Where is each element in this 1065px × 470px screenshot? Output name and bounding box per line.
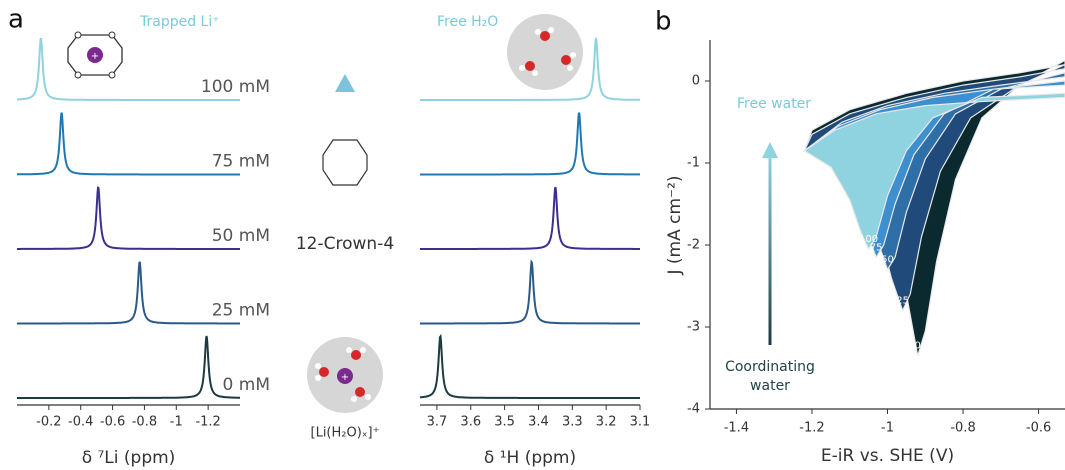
spectrum — [17, 37, 240, 101]
annotation: Trapped Li⁺ — [139, 14, 220, 30]
arrow-head — [762, 142, 778, 158]
spectrum — [17, 186, 240, 250]
crown-icon — [322, 139, 368, 186]
x-tick-label: 3.2 — [596, 415, 617, 430]
icon-bg — [300, 130, 390, 200]
annotation: water — [750, 378, 790, 394]
y-tick-label: 0 — [692, 74, 700, 89]
arrow — [768, 155, 772, 345]
x-tick-label: 3.7 — [427, 415, 448, 430]
spectrum — [420, 112, 640, 176]
arrow-head — [335, 74, 355, 92]
y-tick-label: -2 — [687, 238, 700, 253]
x-tick-label: 3.3 — [562, 415, 583, 430]
area — [803, 92, 1065, 251]
crown-icon: + — [61, 21, 129, 89]
series-label: 100 — [859, 234, 878, 245]
x-tick-label: -1 — [170, 415, 183, 430]
annotation: [Li(H₂O)ₓ]⁺ — [311, 426, 380, 441]
series-label: 75 — [870, 242, 883, 253]
spectrum — [419, 333, 640, 399]
series-label: 75 mM — [212, 152, 270, 172]
x-tick-label: -0.2 — [36, 415, 61, 430]
y-tick-label: -3 — [687, 320, 700, 335]
annotation: Free water — [737, 96, 811, 112]
y-axis-label: J (mA cm⁻²) — [665, 176, 685, 276]
spectrum — [420, 186, 640, 250]
x-tick-label: -1.4 — [724, 421, 749, 436]
y-tick-label: -1 — [687, 156, 700, 171]
x-tick-label: -0.8 — [950, 421, 975, 436]
panel-label: a — [8, 5, 24, 35]
x-tick-label: -1.2 — [799, 421, 824, 436]
spectrum — [17, 335, 240, 399]
x-tick-label: -0.4 — [68, 415, 93, 430]
annotation: Free H₂O — [437, 14, 498, 30]
x-tick-label: 3.4 — [528, 415, 549, 430]
series-label: 50 — [881, 255, 894, 266]
x-tick-label: -0.8 — [132, 415, 157, 430]
annotation: 12-Crown-4 — [296, 234, 394, 254]
x-axis-label: δ ⁷Li (ppm) — [82, 448, 176, 468]
x-tick-label: -1.2 — [195, 415, 220, 430]
spectrum — [17, 112, 240, 176]
li-water-icon: + — [307, 337, 383, 413]
series-label: 0 mM — [223, 375, 270, 395]
spectrum — [420, 37, 640, 101]
svg-text:+: + — [341, 372, 349, 383]
y-tick-label: -4 — [687, 402, 700, 417]
spectrum — [420, 259, 640, 325]
series-label: 25 mM — [212, 301, 270, 321]
series-label: 25 — [896, 296, 909, 307]
x-tick-label: 3.5 — [494, 415, 515, 430]
x-tick-label: 3.1 — [630, 415, 651, 430]
x-axis-label: E-iR vs. SHE (V) — [821, 446, 954, 466]
x-tick-label: -0.6 — [100, 415, 125, 430]
spectrum — [17, 261, 240, 325]
x-tick-label: 3.6 — [460, 415, 481, 430]
series-label: 100 mM — [201, 77, 270, 97]
annotation: Coordinating — [725, 359, 815, 375]
series-label: 50 mM — [212, 226, 270, 246]
x-tick-label: -0.6 — [1026, 421, 1051, 436]
svg-text:+: + — [91, 51, 99, 62]
series-label: 0 — [915, 341, 921, 352]
label-bg — [285, 232, 405, 256]
x-tick-label: -1 — [881, 421, 894, 436]
x-axis-label: δ ¹H (ppm) — [484, 448, 576, 468]
water-icon — [507, 14, 583, 90]
panel-label: b — [655, 7, 672, 37]
